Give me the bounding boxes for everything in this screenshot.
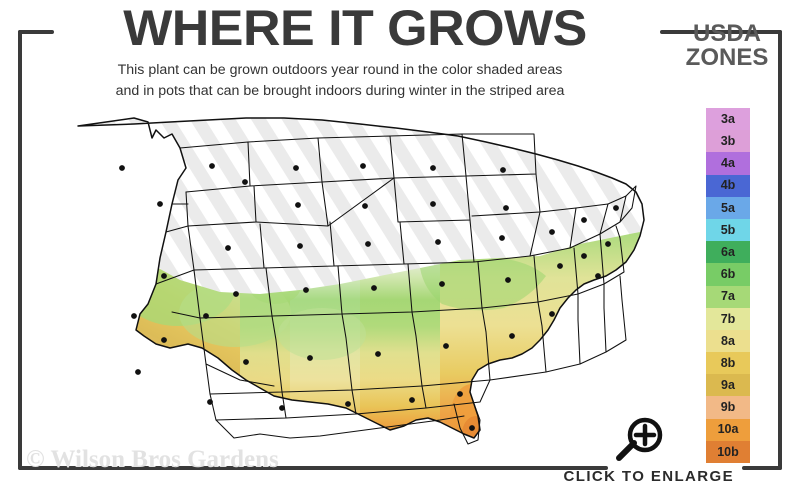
legend-heading: USDA ZONES xyxy=(672,22,782,70)
frame-border-bottom xyxy=(18,466,608,470)
legend-heading-line-2: ZONES xyxy=(685,44,769,71)
subtitle-line-1: This plant can be grown outdoors year ro… xyxy=(117,62,563,78)
zone-swatch-9b[interactable]: 9b xyxy=(706,396,750,419)
zone-swatch-5a[interactable]: 5a xyxy=(706,196,750,219)
page-title: WHERE IT GROWS xyxy=(123,0,587,56)
usda-hardiness-zone-map[interactable] xyxy=(60,108,660,448)
magnifier-plus-icon[interactable] xyxy=(614,416,666,464)
zone-swatch-10b[interactable]: 10b xyxy=(706,440,750,463)
zone-swatch-6b[interactable]: 6b xyxy=(706,263,750,286)
zone-swatch-8a[interactable]: 8a xyxy=(706,329,750,353)
zone-swatch-6a[interactable]: 6a xyxy=(706,241,750,264)
city-dots xyxy=(119,163,619,431)
zone-swatch-4a[interactable]: 4a xyxy=(706,152,750,175)
zone-swatch-4b[interactable]: 4b xyxy=(706,174,750,197)
zone-swatch-8b[interactable]: 8b xyxy=(706,352,750,375)
state-boundaries xyxy=(77,117,645,445)
click-to-enlarge-label[interactable]: CLICK TO ENLARGE xyxy=(563,468,734,485)
page-subtitle: This plant can be grown outdoors year ro… xyxy=(40,60,640,101)
zone-swatch-7a[interactable]: 7a xyxy=(706,285,750,308)
usda-zone-legend[interactable]: 3a 3b 4a 4b 5a 5b 6a 6b 7a 7b 8a 8b 9a 9b 10a 10b xyxy=(706,108,750,463)
frame-border-bottom-right-stub xyxy=(742,466,782,470)
zone-swatch-5b[interactable]: 5b xyxy=(706,218,750,242)
subtitle-line-2: and in pots that can be brought indoors … xyxy=(115,82,565,99)
frame-border-left xyxy=(18,30,22,470)
zone-swatch-3b[interactable]: 3b xyxy=(706,130,750,153)
legend-heading-line-1: USDA xyxy=(692,20,761,47)
zone-swatch-3a[interactable]: 3a xyxy=(706,108,750,131)
zone-swatch-7b[interactable]: 7b xyxy=(706,307,750,330)
frame-border-right xyxy=(778,30,782,470)
frame-border-top-right-stub xyxy=(660,30,782,34)
zone-swatch-9a[interactable]: 9a xyxy=(706,374,750,397)
frame-border-top-left-stub xyxy=(18,30,54,34)
zone-swatch-10a[interactable]: 10a xyxy=(706,418,750,441)
watermark-credit: © Wilson Bros Gardens xyxy=(26,446,279,473)
map-landmass-group xyxy=(77,117,645,445)
striped-cold-region-overlay xyxy=(78,118,644,294)
